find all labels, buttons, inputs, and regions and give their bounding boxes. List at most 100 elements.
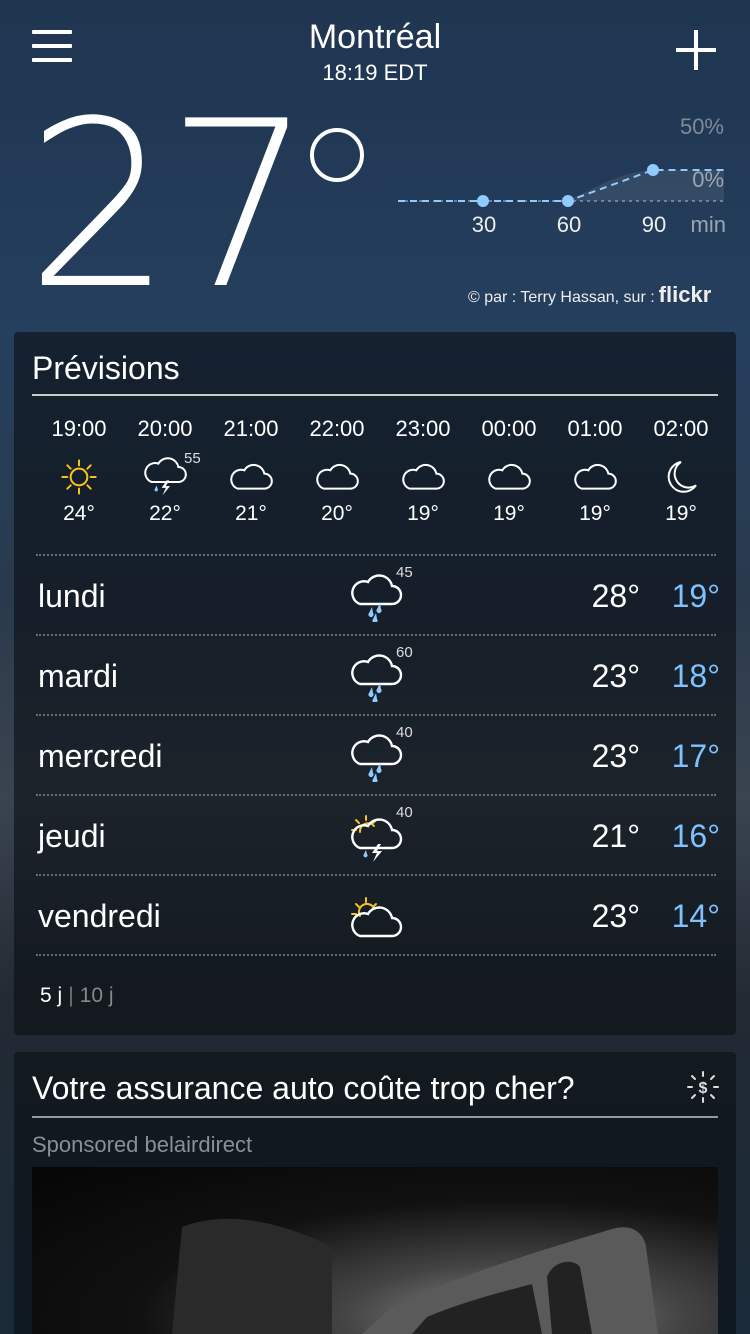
tab-5-days[interactable]: 5 j	[40, 984, 63, 1007]
moon-icon	[656, 456, 706, 498]
precip-chance: 45	[396, 564, 413, 581]
tab-10-days[interactable]: 10 j	[79, 984, 114, 1007]
svg-text:$: $	[699, 1080, 708, 1097]
daily-row[interactable]: vendredi 23° 14°	[36, 876, 720, 956]
high-temp: 23°	[591, 658, 640, 694]
sun-thunderstorm-icon	[346, 814, 406, 862]
hourly-item: 21:00 21°	[208, 416, 294, 526]
credit-text: par : Terry Hassan, sur :	[484, 289, 655, 306]
precipitation-chart: 50% 0% 30 60 90 min	[398, 114, 726, 237]
high-temp: 23°	[591, 738, 640, 774]
hour-temp: 19°	[665, 502, 697, 525]
row-divider	[36, 714, 716, 716]
hour-temp: 19°	[493, 502, 525, 525]
y-label-0: 0%	[692, 167, 724, 192]
hourly-item: 19:00 24°	[36, 416, 122, 526]
x-label-30: 30	[472, 212, 496, 237]
precip-chance: 55	[184, 450, 201, 467]
high-temp: 23°	[591, 898, 640, 934]
hourly-item: 00:00 19°	[466, 416, 552, 526]
x-label-90: 90	[642, 212, 666, 237]
menu-button[interactable]	[32, 30, 72, 62]
day-name: jeudi	[38, 818, 106, 854]
low-temp: 16°	[671, 818, 720, 854]
ad-card[interactable]: Votre assurance auto coûte trop cher? $ …	[14, 1052, 736, 1334]
precip-point	[647, 164, 659, 176]
cloud-icon	[226, 456, 276, 498]
hour-temp: 24°	[63, 502, 95, 525]
x-label-60: 60	[557, 212, 581, 237]
hourly-item: 20:00 22° 55	[122, 416, 208, 526]
hour-time: 01:00	[567, 416, 623, 441]
forecast-range-tabs: 5 j | 10 j	[40, 984, 114, 1007]
precip-chance: 40	[396, 724, 413, 741]
hour-time: 21:00	[223, 416, 279, 441]
rain-icon	[346, 574, 406, 622]
daily-row[interactable]: mardi 60 23° 18°	[36, 636, 720, 716]
photo-credit[interactable]: © par : Terry Hassan, sur : flickr	[468, 282, 712, 307]
hourly-item: 22:00 20°	[294, 416, 380, 526]
precip-point	[562, 195, 574, 207]
hour-time: 19:00	[51, 416, 107, 441]
ad-divider	[32, 1116, 718, 1118]
hour-time: 22:00	[309, 416, 365, 441]
precip-area	[568, 170, 724, 201]
row-divider	[36, 794, 716, 796]
hourly-item: 01:00 19°	[552, 416, 638, 526]
cloud-icon	[570, 456, 620, 498]
precip-chance: 60	[396, 644, 413, 661]
sponsored-dollar-icon[interactable]: $	[686, 1070, 720, 1104]
hourly-item: 23:00 19°	[380, 416, 466, 526]
thunderstorm-icon	[140, 456, 190, 498]
daily-row[interactable]: mercredi 40 23° 17°	[36, 716, 720, 796]
row-divider	[36, 634, 716, 636]
flickr-logo: flickr	[658, 282, 712, 307]
high-temp: 28°	[591, 578, 640, 614]
low-temp: 14°	[671, 898, 720, 934]
hour-temp: 21°	[235, 502, 267, 525]
current-temperature: 27	[26, 73, 313, 340]
ad-image-car-key[interactable]	[32, 1167, 718, 1334]
cloud-icon	[312, 456, 362, 498]
day-name: mardi	[38, 658, 119, 694]
daily-row[interactable]: lundi 45 28° 19°	[36, 556, 720, 636]
degree-symbol	[310, 128, 364, 182]
ad-title[interactable]: Votre assurance auto coûte trop cher?	[32, 1070, 575, 1106]
cloud-icon	[484, 456, 534, 498]
hour-temp: 19°	[579, 502, 611, 525]
high-temp: 21°	[591, 818, 640, 854]
precip-chance: 40	[396, 804, 413, 821]
low-temp: 19°	[671, 578, 720, 614]
partly-sunny-icon	[346, 894, 406, 942]
add-city-button[interactable]	[672, 26, 720, 74]
row-divider	[36, 554, 716, 556]
day-name: lundi	[38, 578, 106, 614]
day-name: vendredi	[38, 898, 161, 934]
hour-time: 23:00	[395, 416, 451, 441]
hour-time: 02:00	[653, 416, 709, 441]
ad-sponsor: Sponsored belairdirect	[32, 1132, 253, 1157]
car-key-picture	[172, 1218, 658, 1334]
hourly-item: 02:00 19°	[638, 416, 724, 526]
x-unit: min	[691, 212, 726, 237]
city-name: Montréal	[308, 18, 442, 56]
precip-point	[477, 195, 489, 207]
forecast-card: Prévisions 19:00 24° 20:00 22° 55 21:00 2…	[14, 332, 736, 1035]
low-temp: 18°	[671, 658, 720, 694]
rain-icon	[346, 654, 406, 702]
rain-icon	[346, 734, 406, 782]
hour-time: 00:00	[481, 416, 537, 441]
sun-icon	[54, 456, 104, 498]
row-divider	[36, 954, 716, 956]
title-divider	[32, 394, 718, 396]
y-label-50: 50%	[680, 114, 724, 139]
hour-temp: 22°	[149, 502, 181, 525]
cloud-icon	[398, 456, 448, 498]
daily-row[interactable]: jeudi 40 21° 16°	[36, 796, 720, 876]
hour-temp: 19°	[407, 502, 439, 525]
row-divider	[36, 874, 716, 876]
day-name: mercredi	[38, 738, 163, 774]
hour-time: 20:00	[137, 416, 193, 441]
local-time: 18:19 EDT	[322, 60, 428, 85]
forecast-title: Prévisions	[32, 350, 180, 386]
